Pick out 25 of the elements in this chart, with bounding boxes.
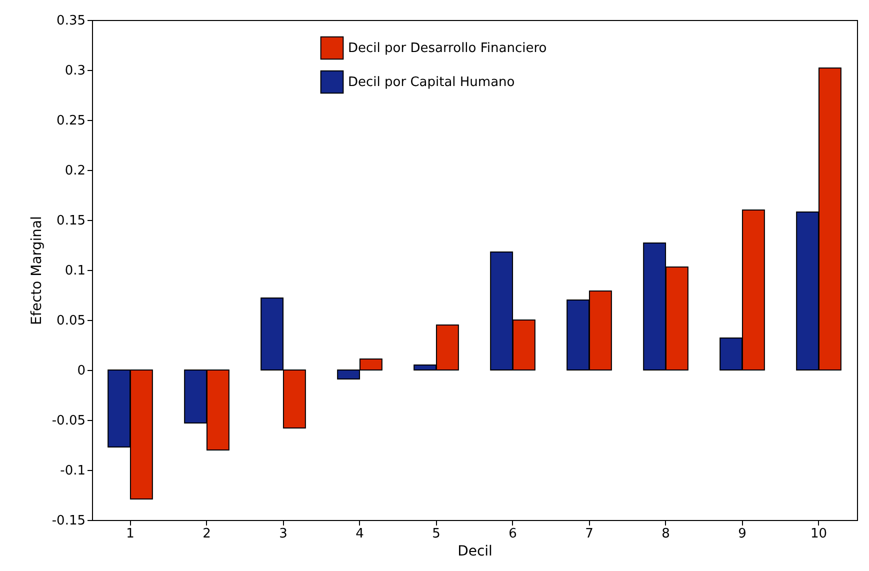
y-tick-label: 0.25 [56,114,86,128]
x-tick-label: 2 [202,526,211,542]
legend-label: Decil por Desarrollo Financiero [348,41,547,56]
y-tick-label: -0.1 [60,464,86,478]
legend-label: Decil por Capital Humano [348,75,515,90]
y-tick-label: 0.1 [64,264,86,278]
x-tick-label: 4 [356,526,364,542]
x-tick-label: 6 [508,526,517,542]
x-tick-label: 1 [126,526,134,542]
x-tick-label: 9 [738,526,746,542]
x-tick-label: 10 [810,526,828,542]
x-tick-label: 7 [585,526,594,542]
y-tick-label: 0.35 [56,14,86,28]
y-tick-label: 0 [77,364,86,378]
y-tick-label: 0.15 [56,214,86,228]
y-tick-label: 0.3 [64,64,86,78]
x-tick-label: 8 [662,526,670,542]
y-axis-title: Efecto Marginal [28,216,45,325]
y-tick-label: -0.05 [52,414,86,428]
y-tick-label: 0.2 [64,164,86,178]
y-tick-label: 0.05 [56,314,86,328]
x-tick-label: 3 [279,526,288,542]
x-tick-label: 5 [432,526,440,542]
x-axis-title: Decil [458,544,492,560]
y-tick-label: -0.15 [52,514,86,528]
